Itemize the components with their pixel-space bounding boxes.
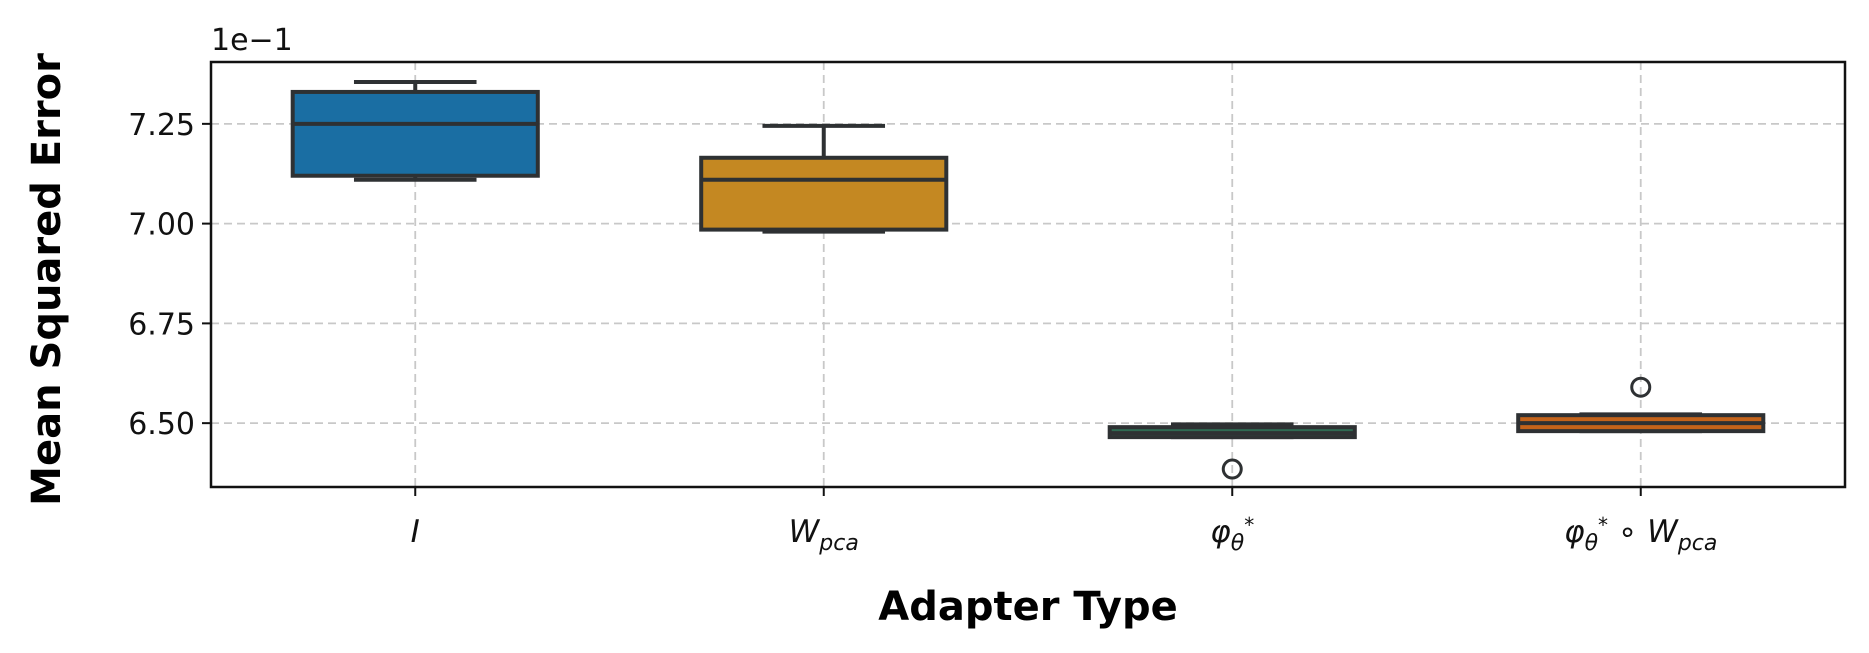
outlier-point (1630, 376, 1652, 398)
box-item (1107, 422, 1357, 480)
plot-frame (209, 60, 1847, 489)
box-body (290, 89, 540, 178)
x-tick-label: φθ* ∘ Wpca (1564, 513, 1717, 556)
box-item (1516, 376, 1766, 434)
x-axis-title: Adapter Type (878, 584, 1178, 630)
y-tick-label: 7.00 (128, 208, 195, 243)
axis-ticks: 6.50 6.75 7.00 7.25 I Wpca φθ* φθ* ∘ Wpca (128, 108, 1717, 556)
box-series (290, 79, 1766, 480)
y-tick-label: 6.75 (128, 307, 195, 342)
box-body (699, 155, 949, 232)
x-tick-label: I (411, 514, 420, 550)
y-tick-label: 6.50 (128, 407, 195, 442)
outlier-point (1221, 458, 1243, 480)
x-tick-label: φθ* (1210, 513, 1254, 556)
y-tick-label: 7.25 (128, 108, 195, 143)
y-axis-title: Mean Squared Error (24, 53, 70, 506)
box-item (699, 123, 949, 234)
y-offset-label: 1e−1 (211, 23, 293, 58)
x-tick-label: Wpca (789, 514, 859, 556)
box-item (290, 79, 540, 182)
